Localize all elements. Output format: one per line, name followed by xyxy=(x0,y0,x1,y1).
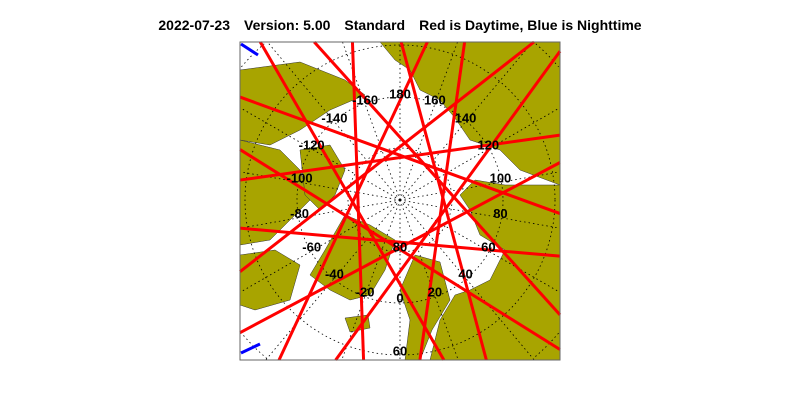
day-track xyxy=(239,95,561,215)
longitude-line xyxy=(399,199,561,229)
day-track xyxy=(399,41,488,361)
longitude-line xyxy=(399,199,459,361)
longitude-label: -60 xyxy=(302,239,321,254)
longitude-label: 80 xyxy=(493,206,507,221)
longitude-line xyxy=(399,107,561,201)
longitude-label: 0 xyxy=(396,290,403,305)
chart-title: 2022-07-23 Version: 5.00 Standard Red is Da… xyxy=(0,17,800,33)
day-track xyxy=(239,161,561,334)
longitude-line xyxy=(239,199,401,229)
map-frame xyxy=(239,41,561,361)
latitude-label: 80 xyxy=(393,239,407,254)
land-canada xyxy=(239,139,311,246)
longitude-label: 120 xyxy=(477,137,499,152)
longitude-label: -160 xyxy=(352,93,378,108)
longitude-line xyxy=(267,41,401,201)
latitude-circle xyxy=(532,332,559,359)
longitude-label: 40 xyxy=(458,267,472,282)
longitude-line xyxy=(239,199,401,293)
satellite-tracks xyxy=(239,40,562,361)
longitude-label: -40 xyxy=(325,267,344,282)
land-alaska xyxy=(239,61,366,146)
longitude-label: -20 xyxy=(356,284,375,299)
day-track xyxy=(239,226,561,258)
longitude-label: -80 xyxy=(290,206,309,221)
night-track xyxy=(240,342,261,355)
latitude-circle xyxy=(535,43,559,68)
day-track xyxy=(239,40,535,273)
longitude-line xyxy=(399,41,533,201)
longitude-label: -120 xyxy=(299,137,325,152)
legend-label: Red is Daytime, Blue is Nighttime xyxy=(419,17,642,33)
longitude-label: 60 xyxy=(481,239,495,254)
date-label: 2022-07-23 xyxy=(158,17,231,33)
longitude-label: 100 xyxy=(490,171,512,186)
longitude-line xyxy=(399,199,561,293)
longitude-label: 180 xyxy=(389,86,411,101)
longitude-label: 20 xyxy=(428,284,442,299)
day-track xyxy=(350,41,366,361)
day-track xyxy=(239,133,561,182)
day-track xyxy=(277,41,429,361)
longitude-label: 140 xyxy=(455,110,477,125)
version-label: Version: 5.00 xyxy=(244,17,331,33)
longitude-label: -140 xyxy=(321,110,347,125)
longitude-line xyxy=(399,41,458,201)
longitude-line xyxy=(341,199,401,361)
night-track xyxy=(240,42,259,57)
longitude-label: -100 xyxy=(287,171,313,186)
longitude-line xyxy=(239,107,401,201)
latitude-circle xyxy=(244,44,556,356)
longitude-label: 160 xyxy=(424,93,446,108)
longitude-line xyxy=(399,199,535,361)
day-track xyxy=(239,148,561,351)
latitude-circle xyxy=(241,43,265,68)
latitude-label: 60 xyxy=(393,343,407,358)
longitude-line xyxy=(265,199,401,361)
day-track xyxy=(334,50,562,361)
mode-label: Standard xyxy=(344,17,406,33)
